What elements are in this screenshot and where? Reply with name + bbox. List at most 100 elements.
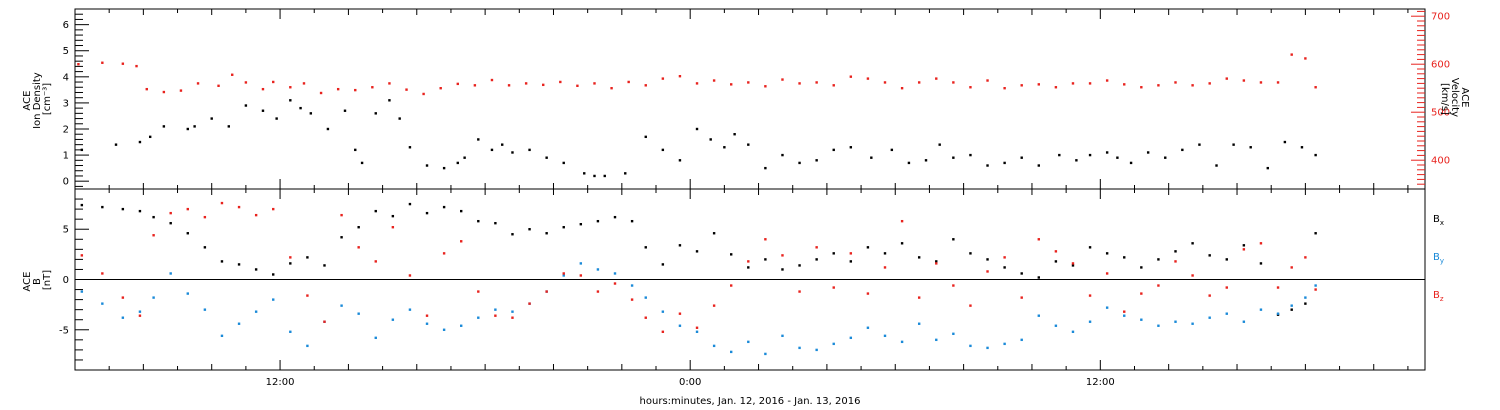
field-point-bz	[203, 215, 207, 219]
field-point-bz	[1140, 292, 1143, 295]
field-point-bz	[613, 282, 617, 285]
density-point	[1146, 151, 1150, 154]
field-point-bx	[849, 260, 853, 263]
field-point-bx	[815, 258, 818, 261]
density-point	[1088, 153, 1092, 157]
field-point-bx	[460, 209, 463, 213]
density-point	[603, 174, 606, 178]
velocity-point	[1174, 81, 1177, 84]
velocity-point	[798, 82, 801, 85]
density-point	[644, 135, 647, 139]
field-point-by	[866, 326, 870, 329]
velocity-point	[179, 89, 183, 92]
field-point-bz	[747, 260, 750, 263]
field-point-bz	[562, 272, 565, 275]
field-point-bz	[391, 226, 395, 229]
field-point-bx	[969, 252, 972, 255]
density-point	[1249, 146, 1252, 149]
velocity-point	[135, 64, 138, 68]
field-point-bx	[883, 252, 887, 255]
field-point-by	[730, 350, 733, 354]
velocity-point	[627, 80, 630, 84]
field-point-bz	[254, 213, 258, 217]
field-point-by	[391, 318, 395, 321]
field-point-bz	[917, 296, 921, 299]
density-point	[528, 148, 531, 152]
field-point-bz	[596, 290, 600, 293]
density-point	[1266, 166, 1269, 170]
velocity-point	[661, 77, 665, 80]
field-point-bz	[579, 274, 583, 277]
velocity-point	[900, 87, 904, 90]
field-point-bx	[1174, 250, 1177, 253]
field-point-bx	[186, 232, 189, 235]
velocity-point	[77, 63, 80, 66]
field-point-by	[186, 292, 189, 295]
density-tick-label: 0	[63, 177, 69, 188]
field-point-bx	[798, 264, 801, 267]
field-point-bx	[289, 262, 292, 265]
velocity-point	[1242, 79, 1246, 82]
velocity-point	[610, 87, 613, 90]
field-point-bx	[1290, 308, 1293, 311]
field-point-bx	[408, 202, 412, 206]
density-point	[969, 153, 972, 157]
field-point-by	[80, 290, 84, 293]
field-point-by	[1314, 284, 1317, 287]
field-point-bx	[425, 211, 429, 215]
density-point	[1037, 164, 1040, 167]
field-point-bx	[1140, 266, 1143, 269]
field-point-bz	[1037, 238, 1040, 241]
field-point-by	[425, 322, 429, 325]
field-point-bz	[186, 207, 189, 211]
field-point-bz	[1191, 274, 1194, 277]
field-point-by	[152, 296, 155, 299]
field-point-bz	[1290, 266, 1293, 269]
velocity-point	[231, 73, 234, 76]
field-point-bx	[747, 266, 750, 269]
field-point-by	[613, 272, 617, 275]
field-point-bx	[579, 222, 583, 226]
field-point-by	[1088, 320, 1092, 323]
field-point-by	[986, 346, 989, 350]
density-tick-label: 6	[63, 20, 69, 31]
velocity-point	[747, 81, 750, 84]
velocity-point	[196, 82, 200, 85]
field-point-bz	[138, 314, 142, 317]
density-point	[890, 148, 894, 152]
density-point	[1020, 156, 1023, 159]
field-point-by	[832, 342, 835, 346]
field-axis-label-line-2: B	[32, 278, 43, 285]
field-point-bx	[832, 252, 835, 255]
field-point-by	[494, 308, 497, 311]
field-point-bz	[1071, 262, 1075, 265]
field-point-bz	[289, 256, 292, 259]
field-point-by	[408, 308, 412, 311]
x-axis-title: hours:minutes, Jan. 12, 2016 - Jan. 13, …	[640, 396, 861, 407]
velocity-point	[1105, 79, 1109, 82]
field-point-by	[1208, 316, 1211, 319]
field-point-by	[562, 274, 565, 277]
velocity-point	[1071, 82, 1075, 85]
velocity-point	[986, 79, 989, 82]
density-point	[501, 143, 504, 146]
field-point-by	[849, 336, 853, 340]
field-point-by	[883, 334, 887, 338]
field-point-bz	[644, 316, 647, 319]
density-point	[624, 172, 627, 175]
field-point-bz	[1259, 242, 1263, 245]
field-point-by	[630, 284, 634, 287]
field-point-by	[1174, 320, 1177, 323]
time-tick-label: 0:00	[679, 377, 701, 388]
field-point-bz	[1208, 294, 1211, 297]
density-point	[244, 104, 248, 107]
velocity-point	[917, 81, 921, 84]
field-point-bz	[121, 296, 125, 299]
density-point	[1075, 159, 1078, 162]
velocity-point	[162, 90, 166, 94]
density-point	[261, 109, 265, 112]
field-point-bx	[391, 214, 395, 218]
density-point	[907, 161, 911, 165]
velocity-tick-label: 500	[1431, 108, 1450, 119]
velocity-point	[1314, 86, 1317, 89]
